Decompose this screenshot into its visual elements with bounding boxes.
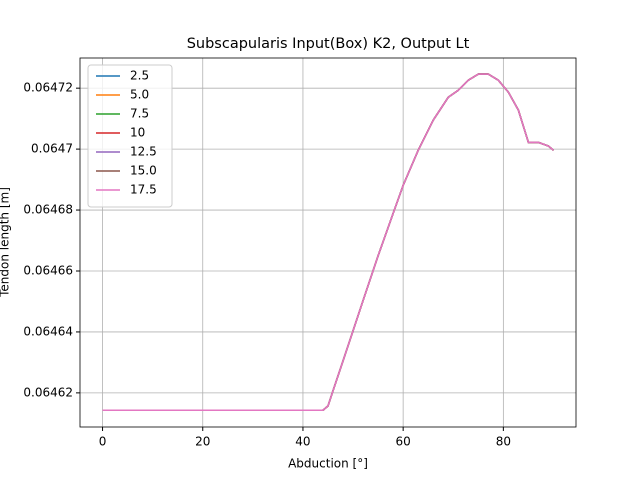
y-axis-label: Tendon length [m] xyxy=(0,187,12,298)
legend-label: 15.0 xyxy=(130,164,157,178)
y-tick-label: 0.06466 xyxy=(23,263,73,277)
y-tick-label: 0.06468 xyxy=(23,203,73,217)
x-tick-label: 0 xyxy=(99,435,107,449)
legend-label: 7.5 xyxy=(130,107,149,121)
legend-label: 2.5 xyxy=(130,69,149,83)
legend-label: 17.5 xyxy=(130,183,157,197)
y-tick-label: 0.06472 xyxy=(23,81,73,95)
y-tick-label: 0.06464 xyxy=(23,324,73,338)
x-axis-label: Abduction [°] xyxy=(288,457,368,471)
legend-label: 10 xyxy=(130,126,145,140)
x-tick-label: 60 xyxy=(396,435,411,449)
plot-frame xyxy=(79,57,577,428)
x-tick-label: 40 xyxy=(295,435,310,449)
x-tick-label: 80 xyxy=(496,435,511,449)
legend-label: 5.0 xyxy=(130,88,149,102)
legend-label: 12.5 xyxy=(130,145,157,159)
y-tick-label: 0.0647 xyxy=(31,142,73,156)
x-tick-label: 20 xyxy=(195,435,210,449)
data-line xyxy=(102,73,554,411)
chart-title: Subscapularis Input(Box) K2, Output Lt xyxy=(187,36,470,52)
y-tick-label: 0.06462 xyxy=(23,385,73,399)
